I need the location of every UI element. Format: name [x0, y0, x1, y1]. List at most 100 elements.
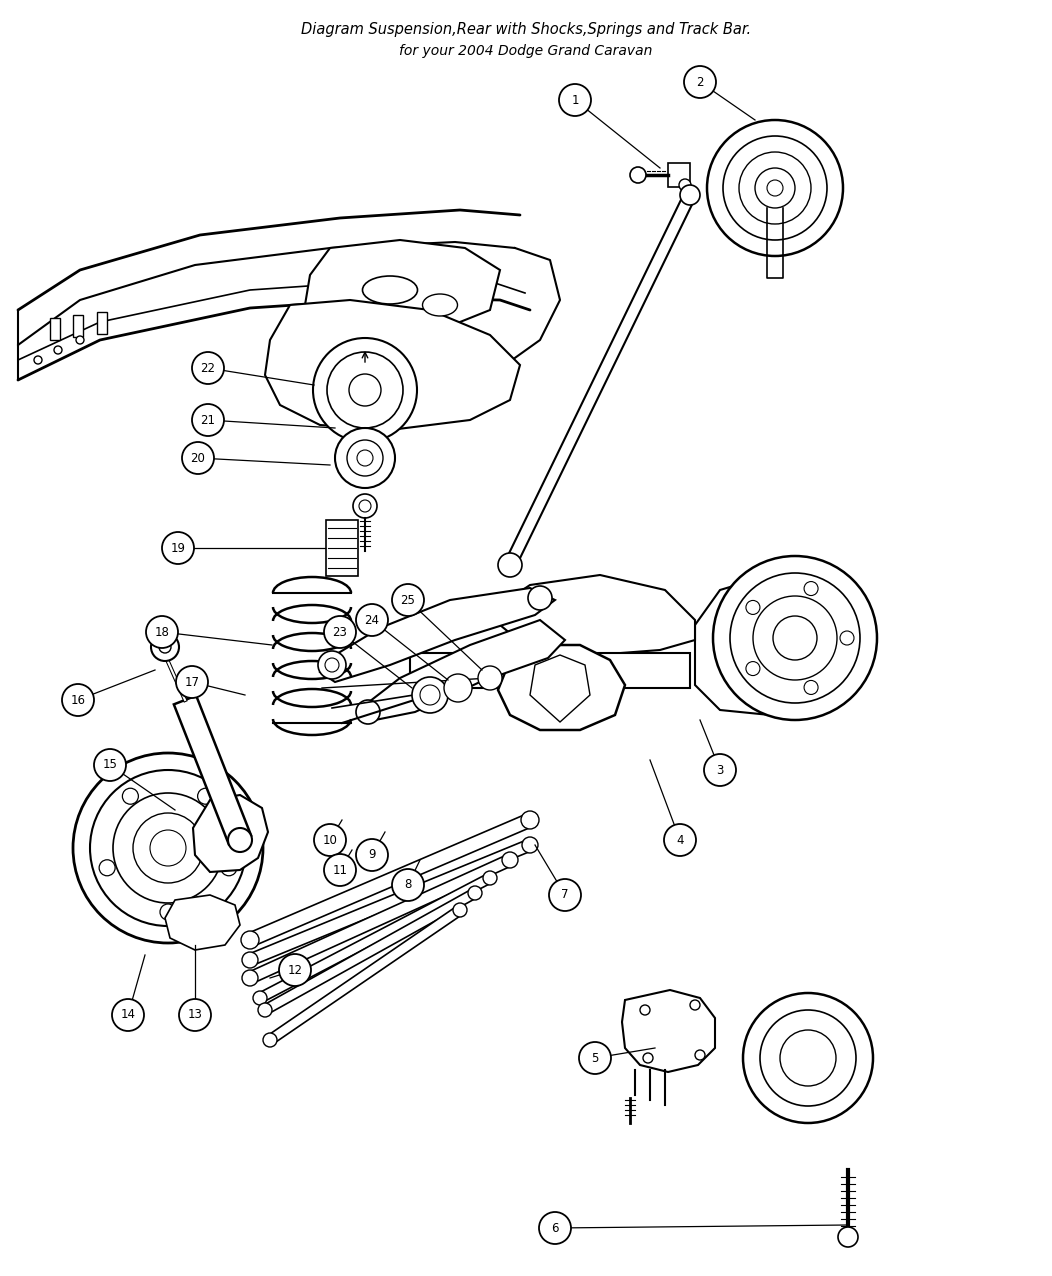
Circle shape [468, 886, 482, 900]
Circle shape [356, 604, 388, 635]
Circle shape [242, 970, 258, 986]
Circle shape [444, 674, 472, 702]
Polygon shape [247, 814, 532, 947]
Circle shape [743, 993, 873, 1123]
Text: 11: 11 [332, 864, 347, 877]
Circle shape [630, 167, 646, 182]
Circle shape [739, 152, 811, 225]
Polygon shape [365, 620, 565, 720]
Circle shape [324, 854, 356, 886]
Circle shape [193, 404, 224, 436]
Text: for your 2004 Dodge Grand Caravan: for your 2004 Dodge Grand Caravan [400, 43, 652, 57]
Circle shape [325, 658, 339, 672]
Circle shape [804, 680, 818, 694]
Text: 15: 15 [102, 758, 118, 772]
Circle shape [839, 632, 854, 644]
Circle shape [579, 1042, 611, 1074]
Circle shape [357, 450, 373, 466]
Circle shape [279, 954, 311, 986]
Text: 5: 5 [591, 1051, 599, 1064]
Circle shape [146, 616, 178, 648]
Circle shape [838, 1228, 858, 1247]
Circle shape [179, 999, 211, 1031]
Polygon shape [263, 888, 478, 1014]
Circle shape [252, 991, 267, 1005]
Text: 4: 4 [676, 833, 684, 846]
Circle shape [159, 641, 171, 653]
Polygon shape [193, 795, 268, 872]
Bar [174, 695, 251, 845]
Text: 20: 20 [190, 452, 205, 464]
Polygon shape [695, 575, 839, 715]
Text: 8: 8 [404, 878, 411, 892]
Circle shape [356, 701, 380, 723]
Polygon shape [498, 644, 625, 730]
Circle shape [643, 1053, 653, 1063]
Text: 10: 10 [323, 833, 338, 846]
Text: 16: 16 [70, 693, 85, 707]
Text: 14: 14 [121, 1008, 136, 1022]
Polygon shape [500, 575, 695, 655]
Circle shape [684, 66, 716, 98]
Text: Diagram Suspension,Rear with Shocks,Springs and Track Bar.: Diagram Suspension,Rear with Shocks,Spri… [301, 22, 751, 37]
Circle shape [151, 633, 179, 661]
Circle shape [528, 586, 552, 610]
Bar [326, 521, 358, 575]
Circle shape [182, 441, 214, 473]
Circle shape [453, 903, 467, 917]
Text: 12: 12 [287, 963, 303, 976]
Circle shape [539, 1212, 571, 1244]
Text: 21: 21 [201, 413, 216, 426]
Circle shape [498, 553, 522, 577]
Circle shape [664, 824, 696, 856]
Polygon shape [305, 240, 500, 336]
Circle shape [695, 1050, 705, 1060]
Ellipse shape [363, 276, 418, 304]
Polygon shape [258, 874, 492, 1003]
Circle shape [760, 1011, 856, 1106]
Polygon shape [505, 193, 695, 568]
Bar [97, 313, 107, 334]
Circle shape [412, 678, 448, 713]
Circle shape [640, 1005, 650, 1014]
Text: 6: 6 [551, 1221, 559, 1234]
Text: 25: 25 [401, 593, 416, 606]
Circle shape [318, 651, 346, 679]
Polygon shape [265, 300, 520, 430]
Circle shape [94, 749, 126, 781]
Circle shape [713, 556, 877, 720]
Circle shape [113, 792, 223, 903]
Circle shape [353, 494, 377, 518]
Circle shape [679, 179, 691, 191]
Circle shape [62, 684, 94, 716]
Circle shape [773, 616, 817, 660]
Text: 17: 17 [184, 675, 200, 689]
Circle shape [707, 120, 843, 256]
Circle shape [228, 828, 252, 852]
Text: 1: 1 [571, 93, 579, 106]
Circle shape [112, 999, 144, 1031]
Circle shape [150, 829, 186, 866]
Circle shape [313, 338, 417, 441]
Text: 2: 2 [696, 75, 704, 88]
Circle shape [313, 824, 346, 856]
Text: 22: 22 [201, 361, 216, 374]
Polygon shape [530, 655, 590, 722]
Circle shape [162, 532, 194, 564]
Circle shape [753, 596, 837, 680]
Circle shape [90, 769, 246, 926]
Circle shape [258, 1003, 272, 1017]
Polygon shape [247, 840, 532, 966]
Text: 18: 18 [155, 625, 169, 638]
Circle shape [521, 812, 539, 829]
Circle shape [34, 356, 42, 364]
Circle shape [483, 872, 497, 886]
Circle shape [198, 789, 214, 804]
Circle shape [478, 666, 502, 690]
Circle shape [193, 352, 224, 384]
Circle shape [221, 860, 237, 875]
Circle shape [780, 1030, 836, 1086]
Polygon shape [320, 588, 555, 681]
Circle shape [349, 374, 381, 406]
Text: 9: 9 [368, 849, 376, 861]
